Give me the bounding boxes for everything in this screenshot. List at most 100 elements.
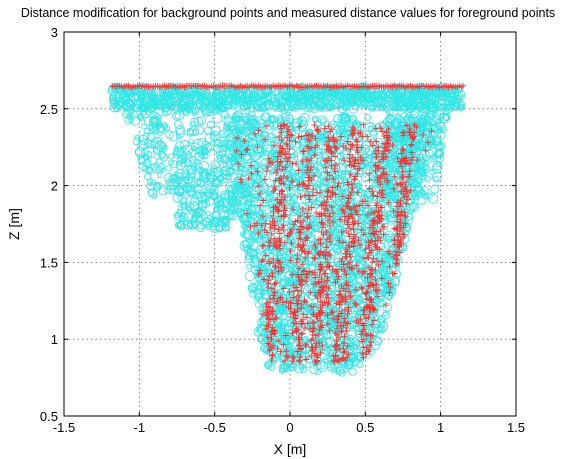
red-plus-point (333, 269, 340, 276)
cyan-circle-point (210, 160, 220, 170)
cyan-circle-point (308, 160, 319, 171)
cyan-circle-point (243, 229, 254, 240)
cyan-circle-point (437, 127, 444, 134)
cyan-circle-point (419, 97, 430, 108)
red-plus-point (268, 285, 275, 292)
red-plus-point (316, 326, 323, 333)
cyan-circle-point (355, 121, 362, 127)
red-plus-point (354, 170, 361, 177)
cyan-circle-point (254, 151, 262, 160)
red-plus-point (257, 190, 263, 197)
red-plus-point (265, 155, 272, 162)
red-plus-point (402, 212, 409, 219)
red-plus-point (292, 138, 299, 145)
red-plus-point (364, 211, 371, 218)
red-plus-point (406, 128, 413, 135)
red-plus-point (271, 281, 278, 288)
red-plus-point (328, 149, 335, 156)
red-plus-point (259, 213, 266, 220)
cyan-circle-point (255, 244, 267, 255)
cyan-circle-point (344, 164, 353, 173)
red-plus-point (372, 276, 379, 283)
cyan-circle-point (322, 166, 332, 175)
red-plus-point (281, 205, 288, 212)
cyan-circle-point (190, 220, 199, 229)
red-plus-point (282, 332, 289, 339)
red-plus-point (385, 143, 391, 150)
red-plus-point (403, 179, 410, 186)
cyan-circle-point (197, 137, 207, 147)
cyan-circle-point (130, 115, 141, 126)
red-plus-point (392, 248, 399, 255)
red-plus-point (306, 268, 313, 275)
red-plus-point (317, 317, 323, 324)
cyan-circle-point (150, 89, 158, 97)
red-plus-point (324, 291, 331, 298)
cyan-circle-point (234, 198, 242, 207)
red-plus-point (295, 336, 302, 342)
red-plus-point (278, 150, 285, 157)
red-plus-point (324, 274, 331, 281)
cyan-circle-point (110, 82, 121, 93)
cyan-circle-point (175, 127, 186, 138)
red-plus-point (373, 228, 380, 235)
cyan-circle-point (431, 163, 443, 174)
red-plus-point (263, 326, 270, 332)
red-plus-point (278, 125, 285, 132)
red-plus-point (321, 125, 328, 132)
red-plus-point (268, 331, 275, 338)
red-plus-point (298, 288, 305, 295)
cyan-circle-point (291, 174, 301, 184)
red-plus-point (349, 185, 356, 192)
red-plus-point (278, 294, 284, 301)
cyan-circle-point (244, 270, 256, 282)
red-plus-point (271, 289, 278, 296)
cyan-circle-point (403, 87, 414, 98)
cyan-circle-point (188, 159, 197, 168)
red-plus-point (324, 321, 331, 327)
cyan-circle-point (155, 182, 163, 189)
cyan-circle-point (282, 248, 291, 256)
cyan-circle-point (323, 354, 332, 364)
red-plus-point (386, 289, 393, 296)
cyan-circle-point (384, 235, 393, 243)
red-plus-point (276, 134, 282, 141)
cyan-circle-point (186, 205, 192, 211)
cyan-circle-point (339, 87, 347, 95)
red-plus-point (290, 281, 297, 288)
red-plus-point (302, 356, 309, 363)
red-plus-point (378, 275, 385, 282)
cyan-circle-point (208, 95, 218, 105)
cyan-circle-point (138, 115, 145, 122)
cyan-circle-point (307, 97, 314, 104)
red-plus-point (307, 166, 314, 173)
cyan-circle-point (258, 103, 267, 112)
cyan-circle-point (173, 119, 183, 129)
red-plus-point (297, 194, 304, 200)
cyan-circle-point (320, 117, 326, 124)
red-plus-point (295, 235, 302, 242)
cyan-circle-point (195, 189, 205, 199)
red-plus-point (311, 254, 318, 261)
red-plus-point (318, 307, 325, 314)
cyan-circle-point (302, 285, 313, 296)
red-plus-point (355, 268, 362, 275)
red-plus-point (320, 224, 326, 231)
cyan-circle-point (259, 131, 270, 142)
cyan-circle-point (284, 114, 294, 125)
cyan-circle-point (200, 88, 211, 98)
red-plus-point (311, 122, 318, 129)
cyan-circle-point (269, 96, 276, 103)
red-plus-point (279, 299, 286, 306)
red-plus-point (338, 229, 345, 236)
cyan-circle-point (348, 321, 357, 330)
red-plus-point (332, 144, 339, 151)
cyan-circle-point (230, 116, 238, 125)
cyan-circle-point (278, 363, 288, 373)
cyan-circle-point (267, 363, 276, 371)
red-plus-point (349, 265, 356, 272)
cyan-circle-point (308, 194, 317, 204)
red-plus-point (268, 231, 275, 238)
cyan-circle-point (292, 268, 303, 279)
cyan-circle-point (263, 256, 273, 266)
